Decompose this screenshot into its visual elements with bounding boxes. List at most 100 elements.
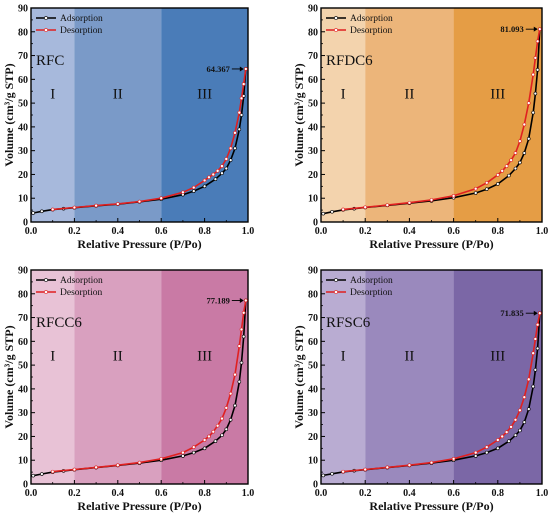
data-point-desorption — [513, 151, 518, 155]
x-tick-label: 0.2 — [68, 488, 81, 499]
data-point-adsorption — [31, 473, 35, 478]
y-tick-label: 0 — [313, 218, 318, 229]
region-1-band — [31, 8, 75, 222]
data-point-adsorption — [191, 189, 196, 193]
y-tick-label: 60 — [18, 75, 28, 86]
data-point-adsorption — [321, 211, 326, 216]
data-point-adsorption — [321, 473, 326, 478]
y-tick-label: 60 — [308, 337, 318, 348]
data-point-desorption — [363, 467, 368, 472]
region-label: II — [404, 86, 414, 102]
data-point-desorption — [531, 351, 535, 356]
data-point-desorption — [207, 175, 211, 180]
data-point-adsorption — [484, 187, 489, 191]
data-point-adsorption — [220, 171, 224, 176]
legend-marker — [334, 278, 338, 282]
data-point-adsorption — [533, 91, 538, 96]
peak-arrowhead — [239, 297, 244, 303]
region-label: I — [50, 348, 55, 364]
data-point-desorption — [341, 207, 345, 212]
data-point-desorption — [233, 372, 237, 377]
y-tick-label: 10 — [18, 194, 28, 205]
region-2-band — [365, 270, 454, 484]
data-point-desorption — [407, 200, 412, 205]
data-point-desorption — [224, 157, 229, 161]
data-point-adsorption — [535, 68, 540, 72]
region-label: I — [341, 86, 346, 102]
peak-arrowhead — [533, 310, 538, 316]
legend-marker — [44, 290, 48, 294]
data-point-desorption — [451, 194, 456, 198]
x-axis-label: Relative Pressure (P/Po) — [369, 499, 493, 513]
x-tick-label: 1.0 — [536, 226, 549, 237]
data-point-adsorption — [473, 454, 478, 458]
y-tick-label: 20 — [18, 170, 28, 181]
data-point-desorption — [239, 327, 244, 332]
data-point-desorption — [537, 27, 542, 31]
data-point-desorption — [50, 469, 55, 474]
data-point-adsorption — [495, 182, 500, 186]
y-tick-label: 70 — [18, 313, 28, 324]
x-tick-label: 0.6 — [155, 488, 168, 499]
data-point-desorption — [211, 172, 216, 177]
data-point-desorption — [526, 101, 531, 105]
data-point-desorption — [535, 39, 540, 44]
y-tick-label: 90 — [18, 4, 28, 15]
region-3-band — [161, 8, 248, 222]
data-point-adsorption — [330, 209, 334, 214]
x-axis-label: Relative Pressure (P/Po) — [369, 237, 493, 251]
data-point-adsorption — [533, 368, 538, 372]
region-1-band — [321, 270, 366, 484]
data-point-adsorption — [224, 427, 229, 432]
data-point-adsorption — [535, 346, 540, 351]
x-axis-label: Relative Pressure (P/Po) — [77, 237, 201, 251]
data-point-desorption — [363, 205, 368, 210]
data-point-adsorption — [531, 384, 535, 389]
y-tick-label: 40 — [308, 122, 318, 133]
data-point-desorption — [215, 169, 220, 173]
legend-entry-label: Adsorption — [350, 14, 393, 24]
y-tick-label: 40 — [18, 384, 28, 395]
sample-label: RFC — [36, 53, 64, 69]
y-tick-label: 60 — [18, 337, 28, 348]
x-tick-label: 0.6 — [447, 226, 460, 237]
x-tick-label: 0.2 — [359, 488, 372, 499]
data-point-desorption — [72, 467, 77, 472]
data-point-desorption — [228, 391, 233, 396]
x-tick-label: 0.8 — [198, 488, 211, 499]
data-point-desorption — [484, 180, 489, 185]
series-line-desorption — [343, 29, 541, 211]
legend-entry-label: Desorption — [60, 26, 102, 36]
x-tick-label: 1.0 — [242, 226, 255, 237]
data-point-desorption — [159, 196, 163, 201]
data-point-desorption — [94, 465, 98, 470]
data-point-desorption — [385, 203, 390, 207]
data-point-adsorption — [220, 433, 224, 438]
legend-marker — [334, 290, 338, 294]
data-point-desorption — [220, 416, 224, 421]
peak-value-label: 77.189 — [206, 295, 229, 305]
data-point-adsorption — [522, 151, 527, 155]
data-point-desorption — [518, 139, 522, 143]
y-tick-label: 20 — [308, 170, 318, 181]
data-point-desorption — [215, 423, 220, 428]
peak-value-label: 81.093 — [500, 24, 523, 34]
data-point-desorption — [509, 425, 513, 429]
data-point-desorption — [509, 158, 513, 162]
y-tick-label: 20 — [308, 432, 318, 443]
x-tick-label: 0.2 — [359, 226, 372, 237]
legend-marker — [334, 16, 338, 20]
y-tick-label: 10 — [308, 194, 318, 205]
legend: Adsorption Desorption — [36, 276, 103, 298]
data-point-adsorption — [237, 127, 242, 132]
data-point-desorption — [228, 146, 233, 151]
data-point-desorption — [500, 169, 505, 173]
data-point-adsorption — [213, 439, 218, 444]
y-tick-label: 0 — [23, 218, 28, 229]
data-point-desorption — [451, 456, 456, 461]
region-label: III — [490, 348, 505, 364]
legend-marker — [44, 278, 48, 282]
data-point-adsorption — [237, 379, 242, 384]
